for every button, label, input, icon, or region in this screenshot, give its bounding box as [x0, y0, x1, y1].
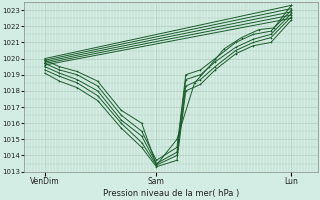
X-axis label: Pression niveau de la mer( hPa ): Pression niveau de la mer( hPa )	[103, 189, 239, 198]
